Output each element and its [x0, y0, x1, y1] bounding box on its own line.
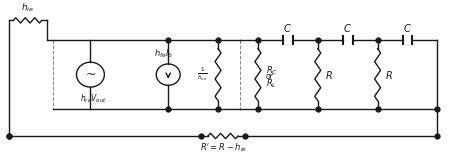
Text: $C$: $C$ — [403, 22, 412, 34]
Text: $R$: $R$ — [385, 69, 392, 81]
Text: $C$: $C$ — [343, 22, 352, 34]
Text: or: or — [266, 72, 274, 81]
Text: $h_{fe}I_b$: $h_{fe}I_b$ — [153, 47, 173, 60]
Bar — [53, 40, 240, 109]
Text: ~: ~ — [85, 68, 95, 81]
Text: $C$: $C$ — [284, 22, 292, 34]
Text: $h_{ie}$: $h_{ie}$ — [21, 2, 34, 14]
Text: $R'=R-h_{ie}$: $R'=R-h_{ie}$ — [200, 141, 247, 154]
Text: $R_C$: $R_C$ — [266, 65, 278, 77]
Text: $h_{re}V_{out}$: $h_{re}V_{out}$ — [80, 92, 107, 105]
Text: $R$: $R$ — [325, 69, 332, 81]
Text: $\frac{1}{h_{oe}}$: $\frac{1}{h_{oe}}$ — [197, 66, 208, 83]
Text: $R_L$: $R_L$ — [266, 77, 276, 90]
